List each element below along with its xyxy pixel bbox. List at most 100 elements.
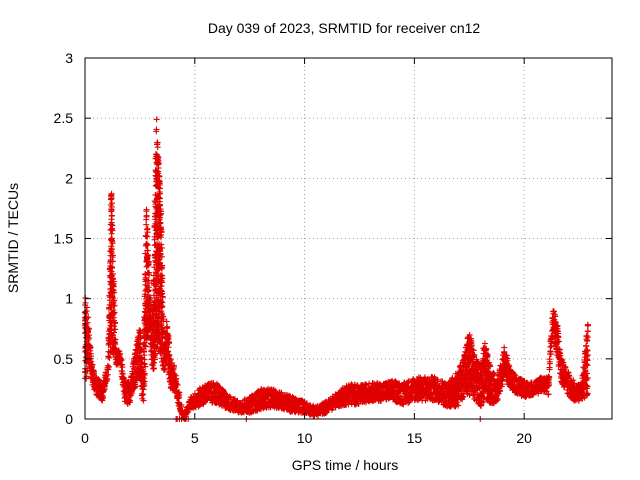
data-point — [158, 241, 165, 248]
data-point — [153, 126, 160, 133]
data-point — [158, 304, 165, 311]
y-tick-label: 0 — [65, 411, 73, 427]
data-point — [109, 240, 116, 247]
data-point — [140, 386, 147, 393]
data-point — [160, 316, 167, 323]
data-point — [157, 231, 164, 238]
data-point — [111, 309, 118, 316]
x-tick-label: 20 — [516, 430, 532, 446]
data-point — [161, 366, 168, 373]
y-tick-label: 3 — [65, 50, 73, 66]
x-tick-label: 15 — [407, 430, 423, 446]
data-point — [109, 270, 116, 277]
data-point — [112, 345, 119, 352]
data-point — [106, 354, 113, 361]
data-point — [159, 290, 166, 297]
data-point — [140, 397, 147, 404]
data-point — [137, 334, 144, 341]
data-point — [158, 253, 165, 260]
data-point — [111, 297, 118, 304]
data-point — [84, 319, 91, 326]
data-point — [103, 375, 110, 382]
data-point — [155, 159, 162, 166]
y-tick-label: 1 — [65, 291, 73, 307]
x-tick-label: 10 — [297, 430, 313, 446]
data-point — [145, 288, 152, 295]
data-point — [85, 325, 92, 332]
data-point — [158, 228, 165, 235]
data-point — [109, 225, 116, 232]
data-point — [157, 208, 164, 215]
data-point — [111, 302, 118, 309]
y-tick-label: 0.5 — [54, 351, 74, 367]
data-point — [158, 244, 165, 251]
data-point — [143, 206, 150, 213]
data-point — [158, 282, 165, 289]
data-points — [81, 116, 591, 422]
data-point — [134, 357, 141, 364]
data-point — [159, 303, 166, 310]
data-point — [117, 350, 124, 357]
y-tick-label: 1.5 — [54, 231, 74, 247]
data-point — [87, 358, 94, 365]
data-point — [141, 370, 148, 377]
x-axis-label: GPS time / hours — [292, 457, 399, 473]
y-axis-label: SRMTID / TECUs — [5, 183, 21, 293]
data-point — [118, 357, 125, 364]
data-point — [108, 212, 115, 219]
data-point — [111, 320, 118, 327]
data-point — [138, 392, 145, 399]
data-point — [141, 356, 148, 363]
data-point — [106, 363, 113, 370]
data-point — [87, 344, 94, 351]
data-point — [156, 195, 163, 202]
data-point — [145, 259, 152, 266]
data-point — [144, 225, 151, 232]
data-point — [145, 252, 152, 259]
x-tick-label: 0 — [81, 430, 89, 446]
data-point — [110, 332, 117, 339]
data-point — [157, 250, 164, 257]
data-point — [160, 366, 167, 373]
data-point — [111, 323, 118, 330]
x-tick-labels: 0 5 10 15 20 — [81, 430, 532, 446]
chart-title: Day 039 of 2023, SRMTID for receiver cn1… — [208, 20, 481, 36]
data-point — [143, 240, 150, 247]
data-point — [142, 291, 149, 298]
data-point — [159, 275, 166, 282]
data-point — [583, 343, 590, 350]
y-tick-labels: 00.511.522.53 — [54, 50, 74, 427]
data-point — [137, 327, 144, 334]
data-point — [108, 219, 115, 226]
data-point — [145, 280, 152, 287]
data-point — [150, 359, 157, 366]
data-point — [104, 371, 111, 378]
x-tick-label: 5 — [191, 430, 199, 446]
data-point — [159, 294, 166, 301]
data-point — [584, 328, 591, 335]
data-point — [146, 271, 153, 278]
data-point — [153, 116, 160, 123]
data-point — [109, 252, 116, 259]
data-point — [150, 365, 157, 372]
data-point — [85, 335, 92, 342]
data-point — [501, 344, 508, 351]
data-point — [152, 350, 159, 357]
data-point — [141, 375, 148, 382]
data-point — [146, 294, 153, 301]
data-point — [108, 200, 115, 207]
data-point — [111, 289, 118, 296]
data-point — [145, 287, 152, 294]
data-point — [126, 397, 133, 404]
data-point — [109, 258, 116, 265]
data-point — [112, 326, 119, 333]
data-point — [584, 337, 591, 344]
data-point — [90, 370, 97, 377]
data-point — [151, 356, 158, 363]
data-point — [89, 361, 96, 368]
data-point — [110, 278, 117, 285]
grid — [85, 58, 612, 419]
data-point — [143, 212, 150, 219]
data-point — [158, 264, 165, 271]
